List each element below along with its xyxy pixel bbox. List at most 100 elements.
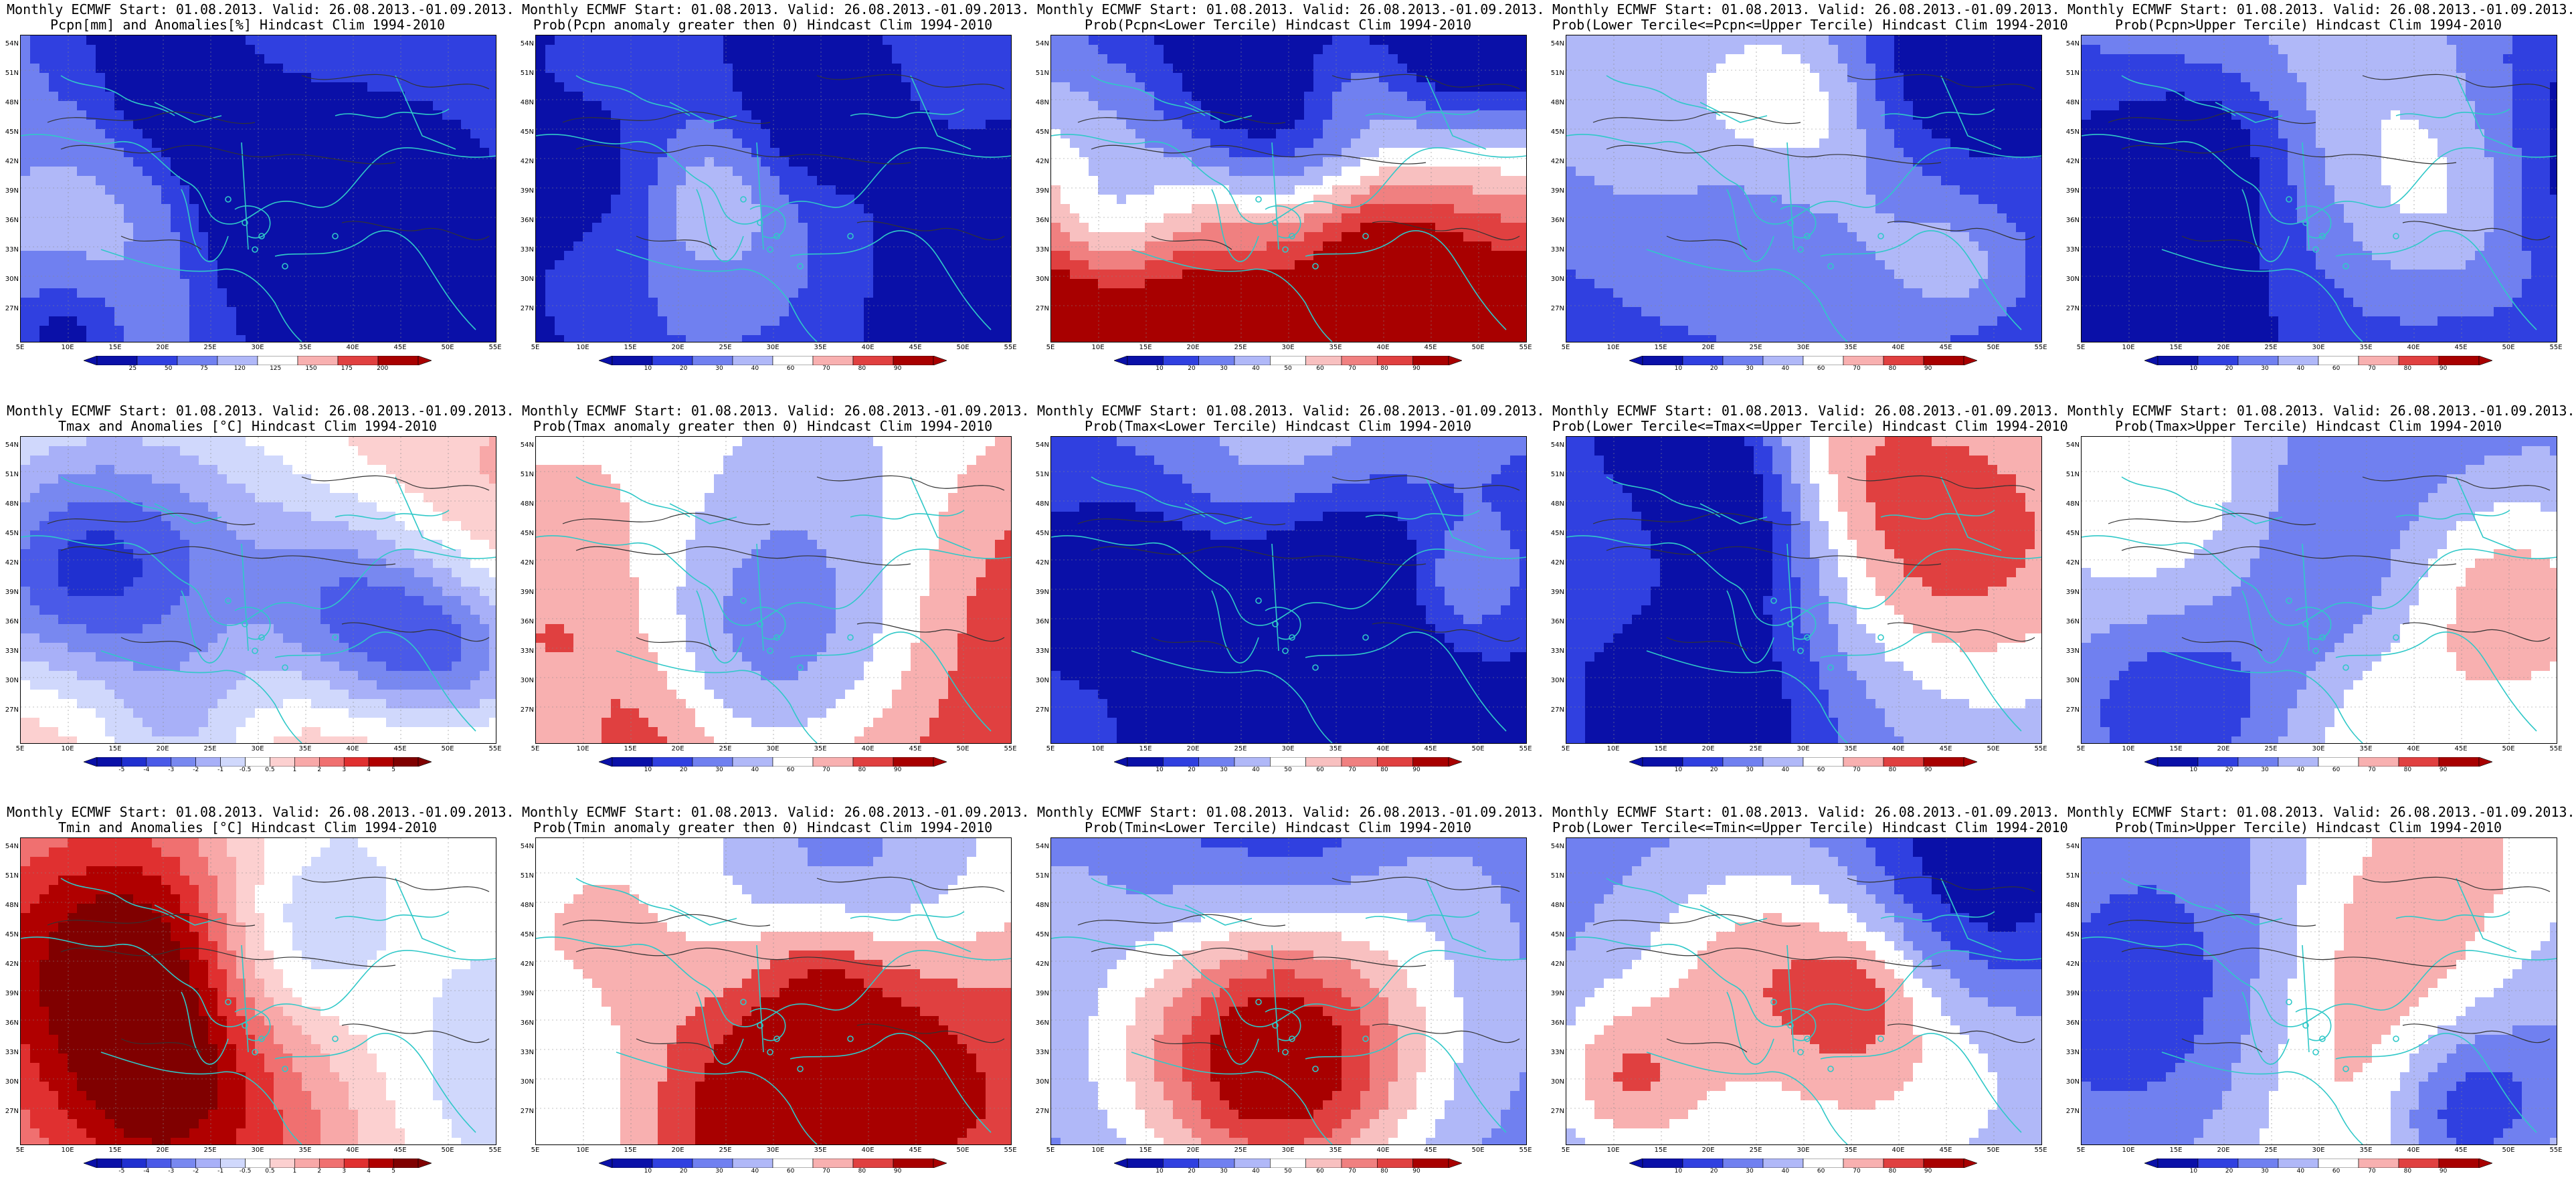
latitude-label: 30N (1033, 276, 1049, 283)
longitude-label: 35E (298, 344, 311, 351)
map-svg (21, 838, 496, 1144)
graticule (536, 35, 1011, 342)
color-bar-tick: -0.5 (240, 1168, 252, 1175)
longitude-label: 15E (108, 344, 121, 351)
panel-title: Prob(Pcpn>Upper Tercile) Hindcast Clim 1… (2067, 17, 2549, 33)
map-svg (21, 437, 496, 743)
longitude-label: 20E (156, 745, 169, 752)
panel-header: Monthly ECMWF Start: 01.08.2013. Valid: … (1552, 403, 2060, 419)
contour-lines (562, 475, 1005, 651)
latitude-label: 45N (2063, 530, 2080, 537)
longitude-label: 45E (1424, 344, 1437, 351)
latitude-label: 51N (2063, 471, 2080, 478)
color-bar-tick: 80 (2404, 1168, 2411, 1175)
latitude-label: 54N (518, 843, 534, 850)
color-bar-tick: -3 (168, 1168, 174, 1175)
longitude-label: 55E (1004, 745, 1016, 752)
shaded-field (2082, 437, 2557, 743)
latitude-label: 51N (518, 872, 534, 880)
color-bar-tick: 40 (1782, 365, 1789, 372)
longitude-label: 10E (1606, 344, 1619, 351)
color-bar-tick: 40 (1252, 767, 1259, 773)
panel-title: Prob(Tmin>Upper Tercile) Hindcast Clim 1… (2067, 819, 2549, 835)
contour-lines (1077, 74, 1520, 250)
map-panel: Monthly ECMWF Start: 01.08.2013. Valid: … (1546, 401, 2068, 803)
panel-header: Monthly ECMWF Start: 01.08.2013. Valid: … (522, 804, 1030, 820)
color-bar-tick: 20 (2225, 1168, 2233, 1175)
graticule (536, 838, 1011, 1144)
latitude-label: 51N (518, 471, 534, 478)
longitude-label: 30E (766, 344, 779, 351)
map-panel: Monthly ECMWF Start: 01.08.2013. Valid: … (515, 0, 1030, 401)
latitude-label: 45N (518, 530, 534, 537)
color-bar: 10 20 30 40 60 70 80 90 (2144, 356, 2492, 373)
latitude-label: 30N (518, 1078, 534, 1086)
longitude-label: 35E (298, 745, 311, 752)
map-panel: Monthly ECMWF Start: 01.08.2013. Valid: … (0, 0, 515, 401)
shaded-field (536, 838, 1011, 1144)
color-bar-tick: 80 (858, 1168, 866, 1175)
longitude-label: 25E (719, 1146, 731, 1154)
color-bar-tick: 80 (1889, 767, 1896, 773)
latitude-label: 33N (1548, 246, 1564, 254)
contour-lines (1592, 475, 2035, 651)
longitude-label: 45E (1424, 745, 1437, 752)
latitude-label: 42N (3, 158, 19, 165)
longitude-label: 25E (719, 745, 731, 752)
longitude-label: 25E (2264, 745, 2277, 752)
panel-header: Monthly ECMWF Start: 01.08.2013. Valid: … (522, 1, 1030, 17)
color-bar-tick: 30 (2261, 1168, 2268, 1175)
color-bar: 10 20 30 40 60 70 80 90 (1629, 1159, 1977, 1176)
color-bar-tick: 40 (1252, 365, 1259, 372)
shaded-field (21, 35, 496, 342)
map-svg (2082, 838, 2557, 1144)
longitude-label: 10E (2122, 1146, 2134, 1154)
longitude-label: 15E (1654, 1146, 1667, 1154)
panel-header: Monthly ECMWF Start: 01.08.2013. Valid: … (7, 804, 515, 820)
longitude-label: 40E (346, 745, 359, 752)
coastline (1566, 75, 2041, 342)
longitude-label: 10E (61, 344, 74, 351)
longitude-label: 25E (203, 344, 216, 351)
longitude-label: 35E (2359, 344, 2372, 351)
color-bar-tick: 90 (1412, 767, 1420, 773)
panel-title: Prob(Pcpn<Lower Tercile) Hindcast Clim 1… (1037, 17, 1519, 33)
color-bar-tick: 60 (1316, 1168, 1323, 1175)
latitude-label: 39N (1033, 187, 1049, 195)
color-bar-tick: 80 (858, 365, 866, 372)
color-bar-tick: 30 (1220, 767, 1227, 773)
color-bar-tick: 60 (1316, 767, 1323, 773)
latitude-label: 42N (518, 961, 534, 968)
color-bar-tick: 70 (822, 767, 830, 773)
longitude-label: 15E (108, 745, 121, 752)
graticule (1566, 35, 2041, 342)
longitude-label: 15E (2169, 745, 2182, 752)
longitude-label: 25E (1749, 1146, 1762, 1154)
longitude-label: 15E (1139, 1146, 1152, 1154)
longitude-label: 20E (1186, 745, 1199, 752)
color-bar-swatches (1629, 757, 1977, 767)
longitude-label: 10E (576, 344, 589, 351)
longitude-label: 50E (441, 344, 454, 351)
color-bar-tick: 60 (787, 365, 794, 372)
color-bar-tick: 90 (894, 1168, 901, 1175)
latitude-label: 27N (2063, 305, 2080, 312)
longitude-label: 35E (2359, 745, 2372, 752)
longitude-label: 45E (393, 344, 406, 351)
latitude-label: 39N (3, 187, 19, 195)
map-panel: Monthly ECMWF Start: 01.08.2013. Valid: … (515, 803, 1030, 1204)
longitude-label: 40E (1376, 1146, 1389, 1154)
shaded-field (1051, 838, 1526, 1144)
graticule (21, 437, 496, 743)
panel-title: Pcpn[mm] and Anomalies[%] Hindcast Clim … (7, 17, 488, 33)
longitude-label: 40E (1892, 1146, 1904, 1154)
latitude-label: 33N (2063, 1049, 2080, 1056)
latitude-label: 54N (3, 441, 19, 449)
color-bar-swatches (1629, 1159, 1977, 1168)
shaded-field (21, 437, 496, 743)
latitude-label: 42N (1033, 158, 1049, 165)
latitude-label: 51N (3, 872, 19, 880)
latitude-label: 39N (518, 187, 534, 195)
latitude-label: 36N (518, 618, 534, 625)
color-bar: 10 20 30 40 60 70 80 90 (599, 356, 947, 373)
